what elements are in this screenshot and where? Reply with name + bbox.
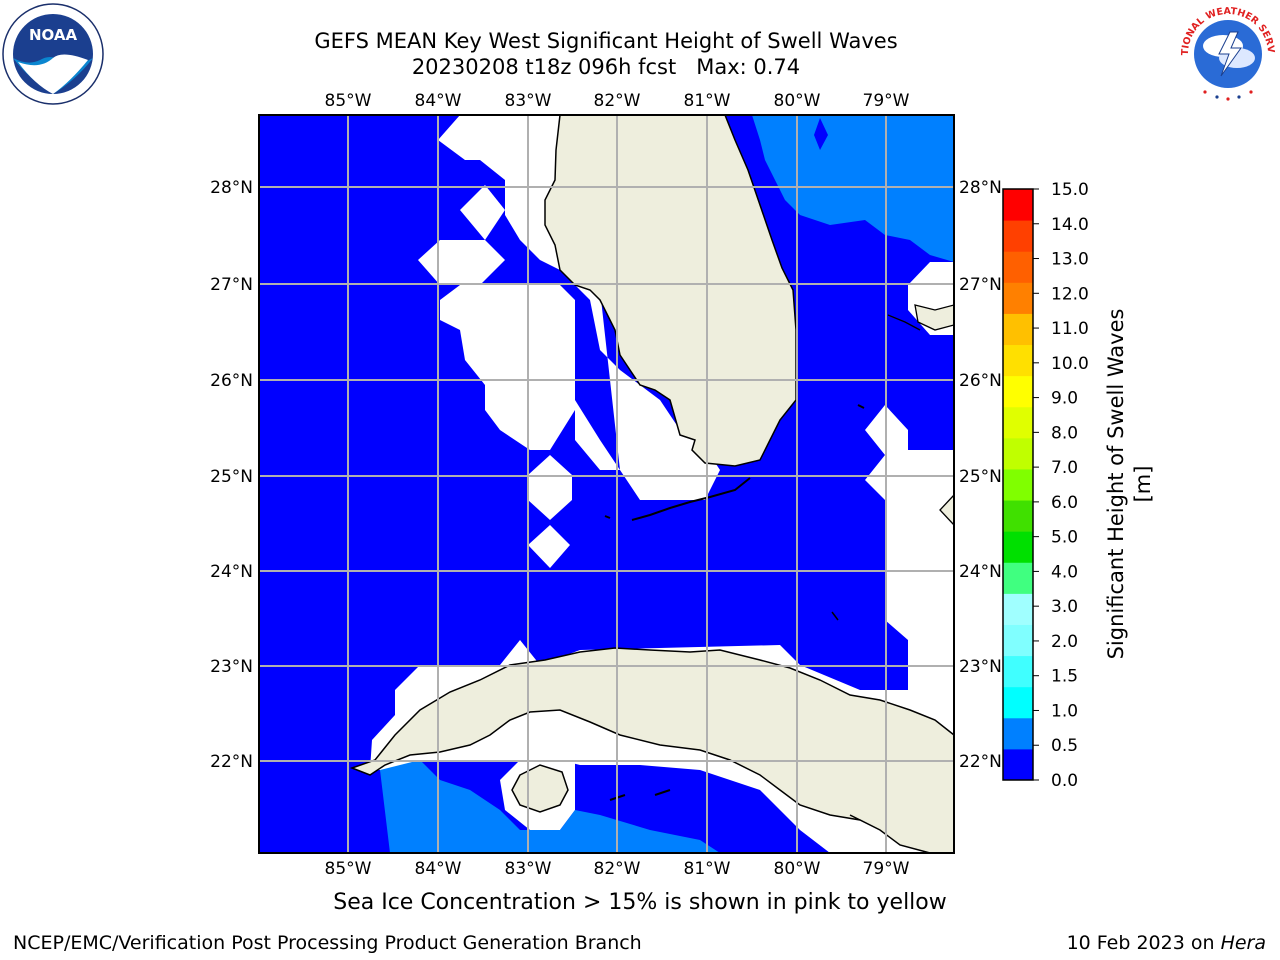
colorbar-frame bbox=[1002, 188, 1034, 781]
colorbar-tick-label: 14.0 bbox=[1051, 215, 1089, 235]
lon-label: 79°W bbox=[863, 91, 910, 111]
lat-label: 25°N bbox=[210, 467, 253, 487]
lat-label: 28°N bbox=[210, 178, 253, 198]
colorbar-segment bbox=[1003, 437, 1033, 470]
colorbar-tick-label: 10.0 bbox=[1051, 354, 1089, 374]
lon-labels-bottom: 85°W 84°W 83°W 82°W 81°W 80°W 79°W bbox=[325, 859, 910, 879]
colorbar-segment bbox=[1003, 344, 1033, 377]
colorbar-segment bbox=[1003, 406, 1033, 439]
lon-label: 79°W bbox=[863, 859, 910, 879]
swell-band-0-spot bbox=[814, 118, 828, 150]
florida-land bbox=[544, 115, 797, 467]
colorbar-segment bbox=[1003, 189, 1033, 221]
colorbar-segment bbox=[1003, 313, 1033, 346]
noaa-logo-text: NOAA bbox=[29, 26, 78, 44]
lat-label: 23°N bbox=[210, 657, 253, 677]
colorbar-tick-label: 1.5 bbox=[1051, 667, 1078, 687]
lon-labels-top: 85°W 84°W 83°W 82°W 81°W 80°W 79°W bbox=[325, 91, 910, 111]
lat-label: 27°N bbox=[210, 275, 253, 295]
bahamas-land bbox=[914, 304, 954, 331]
lon-label: 84°W bbox=[415, 859, 462, 879]
colorbar-segment bbox=[1003, 531, 1033, 563]
colorbar-segment bbox=[1003, 500, 1033, 532]
colorbar-segment bbox=[1003, 655, 1033, 688]
lon-label: 80°W bbox=[774, 859, 821, 879]
lon-label: 80°W bbox=[774, 91, 821, 111]
lat-labels-left: 28°N 27°N 26°N 25°N 24°N 23°N 22°N bbox=[210, 178, 253, 772]
cuba-land bbox=[349, 647, 954, 853]
colorbar-tick-label: 5.0 bbox=[1051, 528, 1078, 548]
lat-label: 28°N bbox=[959, 178, 1002, 198]
chart-title: GEFS MEAN Key West Significant Height of… bbox=[314, 29, 898, 53]
footer-date: 10 Feb 2023 on bbox=[1066, 932, 1221, 954]
colorbar-label-line2: [m] bbox=[1131, 466, 1155, 503]
colorbar-segment bbox=[1003, 562, 1033, 594]
colorbar-tick-label: 4.0 bbox=[1051, 562, 1078, 582]
footer-left: NCEP/EMC/Verification Post Processing Pr… bbox=[13, 932, 642, 954]
lat-label: 25°N bbox=[959, 467, 1002, 487]
colorbar-tick-label: 11.0 bbox=[1051, 319, 1089, 339]
colorbar-segment bbox=[1003, 468, 1033, 501]
footer-right: 10 Feb 2023 on Hera bbox=[1067, 932, 1266, 954]
lat-label: 27°N bbox=[959, 275, 1002, 295]
lat-labels-right: 28°N 27°N 26°N 25°N 24°N 23°N 22°N bbox=[959, 178, 1002, 772]
colorbar-segment bbox=[1003, 220, 1033, 252]
isle-of-youth-land bbox=[511, 764, 569, 813]
colorbar-segment bbox=[1003, 717, 1033, 750]
colorbar-segment bbox=[1003, 686, 1033, 719]
lon-label: 83°W bbox=[505, 859, 552, 879]
noaa-logo-icon: NOAA bbox=[2, 3, 104, 105]
lat-label: 26°N bbox=[959, 371, 1002, 391]
lon-label: 85°W bbox=[325, 91, 372, 111]
colorbar-segment bbox=[1003, 624, 1033, 657]
lon-label: 85°W bbox=[325, 859, 372, 879]
lat-label: 24°N bbox=[959, 562, 1002, 582]
colorbar-segment bbox=[1003, 375, 1033, 408]
florida-keys bbox=[631, 477, 751, 521]
colorbar-tick-label: 15.0 bbox=[1051, 180, 1089, 200]
colorbar-segment bbox=[1003, 593, 1033, 625]
map-gridlines bbox=[259, 115, 954, 853]
colorbar bbox=[1002, 188, 1034, 781]
map-frame bbox=[258, 114, 955, 854]
lat-label: 23°N bbox=[959, 657, 1002, 677]
colorbar-tick-label: 8.0 bbox=[1051, 423, 1078, 443]
colorbar-tick-label: 13.0 bbox=[1051, 250, 1089, 270]
colorbar-tick-label: 6.0 bbox=[1051, 493, 1078, 513]
lon-label: 81°W bbox=[684, 91, 731, 111]
swell-band-1 bbox=[380, 115, 954, 853]
lon-label: 82°W bbox=[594, 859, 641, 879]
lat-label: 24°N bbox=[210, 562, 253, 582]
colorbar-tick-label: 0.0 bbox=[1051, 771, 1078, 791]
lon-label: 81°W bbox=[684, 859, 731, 879]
lon-label: 83°W bbox=[505, 91, 552, 111]
lat-label: 22°N bbox=[210, 752, 253, 772]
colorbar-segment bbox=[1003, 282, 1033, 314]
nws-logo-icon: NATIONAL WEATHER SERVICE bbox=[1175, 2, 1278, 104]
lon-label: 84°W bbox=[415, 91, 462, 111]
colorbar-tick-label: 9.0 bbox=[1051, 389, 1078, 409]
colorbar-ticks: 15.0 14.0 13.0 12.0 11.0 10.0 9.0 8.0 7.0 6.0 5.0 4… bbox=[1033, 180, 1089, 791]
colorbar-tick-label: 12.0 bbox=[1051, 284, 1089, 304]
sea-ice-caption: Sea Ice Concentration > 15% is shown in … bbox=[333, 890, 947, 915]
colorbar-tick-label: 7.0 bbox=[1051, 458, 1078, 478]
colorbar-tick-label: 2.0 bbox=[1051, 632, 1078, 652]
lat-label: 22°N bbox=[959, 752, 1002, 772]
colorbar-segment bbox=[1003, 251, 1033, 283]
colorbar-tick-label: 3.0 bbox=[1051, 597, 1078, 617]
colorbar-segment bbox=[1003, 748, 1033, 781]
lon-label: 82°W bbox=[594, 91, 641, 111]
chart-subtitle: 20230208 t18z 096h fcst Max: 0.74 bbox=[411, 55, 801, 79]
lat-label: 26°N bbox=[210, 371, 253, 391]
colorbar-label-line1: Significant Height of Swell Waves bbox=[1104, 309, 1128, 660]
colorbar-tick-label: 0.5 bbox=[1051, 736, 1078, 756]
colorbar-tick-label: 1.0 bbox=[1051, 701, 1078, 721]
footer-host: Hera bbox=[1220, 932, 1266, 954]
